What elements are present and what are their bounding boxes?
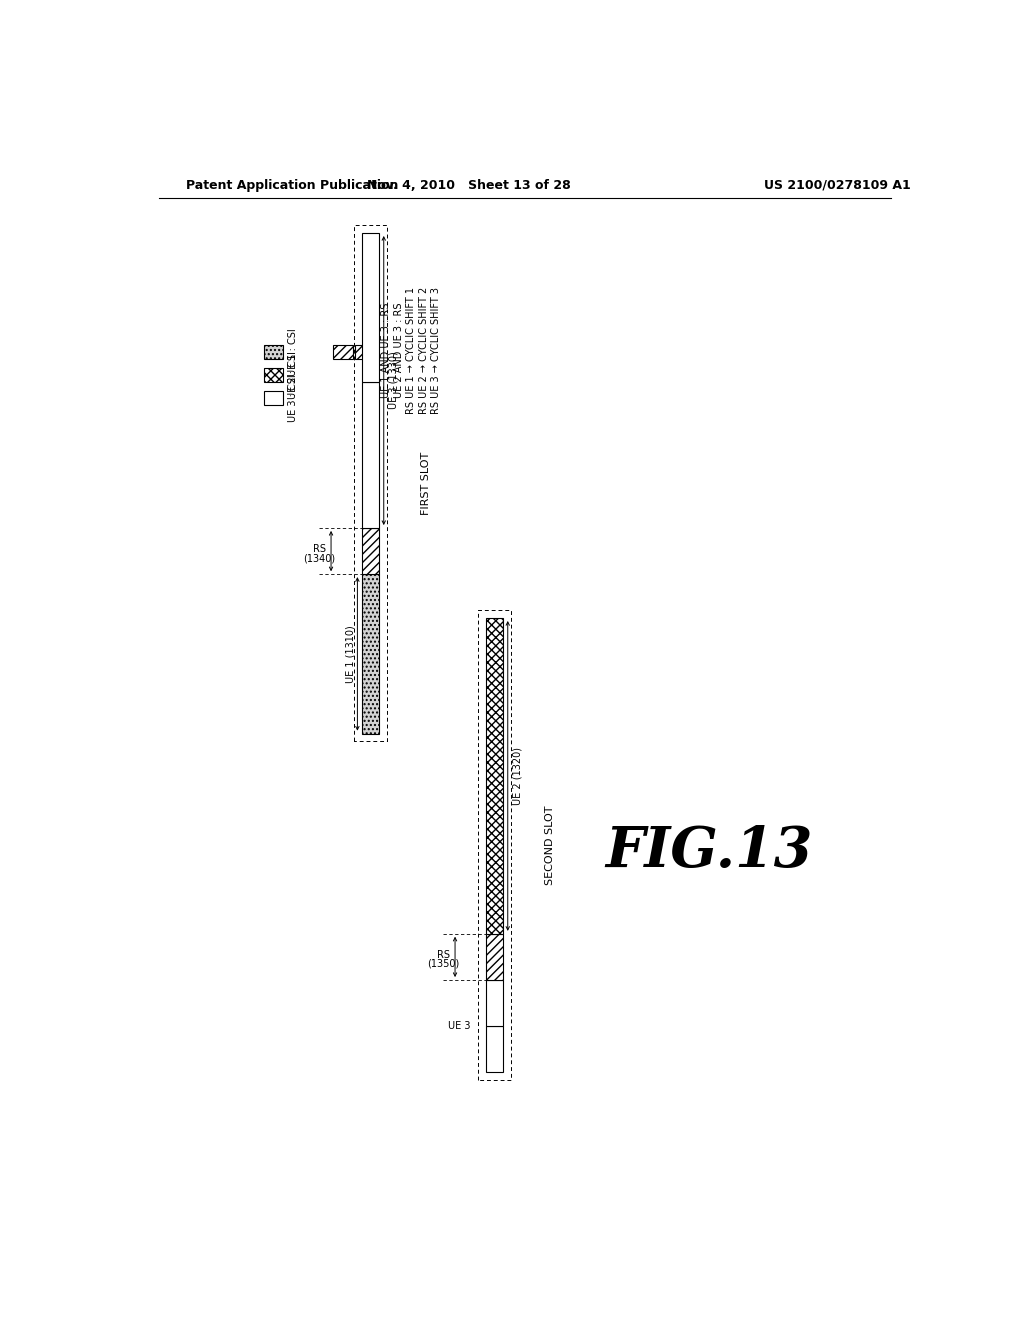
Text: Nov. 4, 2010   Sheet 13 of 28: Nov. 4, 2010 Sheet 13 of 28 — [368, 178, 570, 191]
Text: UE 1 AND UE 3 : RS: UE 1 AND UE 3 : RS — [381, 302, 391, 397]
Text: (1350): (1350) — [427, 958, 460, 969]
Bar — [355, 345, 375, 359]
Text: UE 1 : CSI: UE 1 : CSI — [288, 327, 298, 376]
Text: RS: RS — [437, 949, 450, 960]
Text: RS: RS — [313, 544, 326, 554]
Bar — [263, 345, 283, 359]
Text: UE 3 (1330): UE 3 (1330) — [388, 351, 398, 409]
Bar — [362, 234, 379, 381]
Bar — [486, 1026, 503, 1072]
Text: UE 2 (1320): UE 2 (1320) — [512, 747, 522, 805]
Text: RS UE 2 → CYCLIC SHIFT 2: RS UE 2 → CYCLIC SHIFT 2 — [419, 286, 429, 413]
Bar — [486, 979, 503, 1026]
Bar — [486, 618, 503, 933]
Bar — [362, 381, 379, 528]
Text: FIRST SLOT: FIRST SLOT — [421, 451, 431, 515]
Bar — [263, 391, 283, 405]
Text: FIG.13: FIG.13 — [605, 824, 813, 879]
Bar — [334, 345, 352, 359]
Text: RS UE 1 → CYCLIC SHIFT 1: RS UE 1 → CYCLIC SHIFT 1 — [407, 286, 416, 413]
Text: RS UE 3 → CYCLIC SHIFT 3: RS UE 3 → CYCLIC SHIFT 3 — [431, 286, 441, 413]
Text: US 2100/0278109 A1: US 2100/0278109 A1 — [764, 178, 910, 191]
Bar — [486, 933, 503, 979]
Text: UE 2 : CSI: UE 2 : CSI — [288, 351, 298, 399]
Text: SECOND SLOT: SECOND SLOT — [545, 805, 555, 884]
Bar — [263, 368, 283, 381]
Text: UE 3: UE 3 — [447, 1022, 470, 1031]
Bar — [362, 574, 379, 734]
Text: Patent Application Publication: Patent Application Publication — [186, 178, 398, 191]
Text: UE 3 : CSI: UE 3 : CSI — [288, 374, 298, 422]
Text: UE 1 (1310): UE 1 (1310) — [345, 626, 355, 682]
Text: (1340): (1340) — [303, 553, 336, 564]
Text: UE 2 AND UE 3 : RS: UE 2 AND UE 3 : RS — [394, 302, 403, 397]
Bar — [362, 528, 379, 574]
